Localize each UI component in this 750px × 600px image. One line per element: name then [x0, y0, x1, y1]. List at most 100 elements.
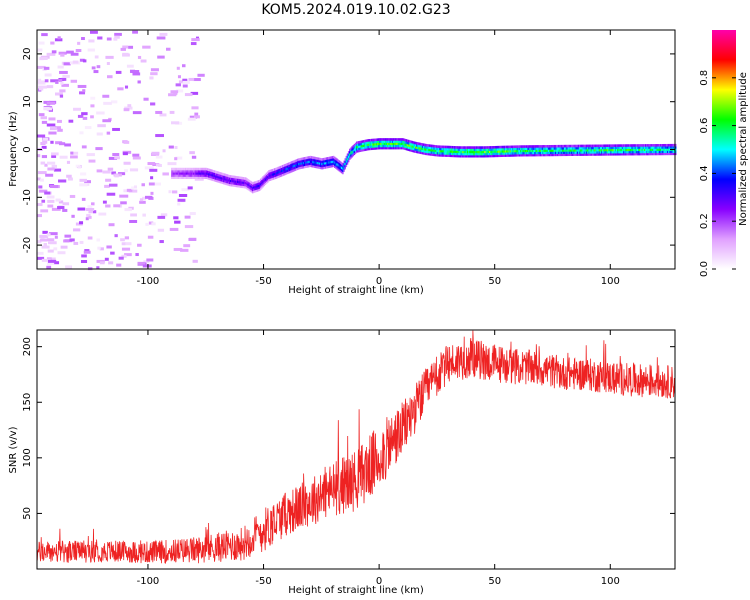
heatmap-cell	[597, 148, 600, 152]
heatmap-cell	[380, 144, 382, 148]
heatmap-cell	[404, 147, 407, 151]
heatmap-cell	[298, 162, 300, 166]
heatmap-cell	[103, 101, 112, 105]
heatmap-cell	[44, 191, 51, 195]
heatmap-cell	[577, 151, 580, 154]
heatmap-cell	[216, 173, 218, 176]
heatmap-cell	[213, 174, 216, 178]
heatmap-cell	[377, 142, 380, 146]
heatmap-cell	[277, 173, 279, 176]
heatmap-cell	[364, 139, 366, 143]
heatmap-cell	[438, 151, 440, 155]
heatmap-cell	[314, 158, 316, 162]
heatmap-cell	[197, 172, 200, 175]
heatmap-cell	[261, 179, 263, 183]
heatmap-cell	[308, 162, 311, 166]
heatmap-cell	[634, 146, 637, 149]
heatmap-cell	[218, 178, 220, 181]
heatmap-cell	[68, 119, 74, 123]
heatmap-cell	[188, 176, 190, 180]
heatmap-cell	[292, 164, 294, 168]
heatmap-cell	[560, 153, 563, 157]
heatmap-cell	[478, 152, 481, 156]
heatmap-cell	[619, 144, 622, 147]
heatmap-cell	[58, 179, 67, 183]
heatmap-cell	[581, 146, 583, 150]
x-tick-label: 50	[488, 576, 501, 587]
heatmap-cell	[132, 153, 140, 157]
heatmap-cell	[486, 148, 489, 151]
heatmap-cell	[472, 152, 475, 156]
heatmap-cell	[202, 172, 204, 175]
heatmap-cell	[507, 149, 509, 153]
heatmap-cell	[520, 147, 522, 151]
heatmap-cell	[448, 152, 450, 155]
heatmap-cell	[37, 256, 45, 260]
heatmap-cell	[157, 228, 165, 232]
heatmap-cell	[51, 50, 57, 54]
heatmap-cell	[575, 153, 578, 156]
heatmap-cell	[226, 180, 229, 184]
heatmap-cell	[499, 150, 501, 153]
heatmap-cell	[205, 172, 208, 175]
heatmap-cell	[538, 153, 541, 157]
heatmap-cell	[302, 161, 305, 165]
heatmap-cell	[484, 152, 486, 156]
heatmap-cell	[389, 140, 392, 143]
heatmap-cell	[208, 170, 210, 174]
heatmap-cell	[559, 153, 561, 157]
heatmap-cell	[338, 160, 341, 163]
heatmap-cell	[643, 150, 646, 154]
heatmap-cell	[199, 172, 202, 175]
heatmap-cell	[610, 144, 612, 147]
heatmap-cell	[671, 143, 674, 147]
heatmap-cell	[201, 172, 203, 175]
heatmap-cell	[384, 142, 387, 146]
heatmap-cell	[142, 45, 151, 49]
heatmap-cell	[634, 152, 637, 156]
heatmap-cell	[349, 155, 351, 158]
heatmap-cell	[264, 180, 267, 183]
heatmap-cell	[38, 185, 43, 189]
heatmap-cell	[428, 146, 431, 150]
heatmap-cell	[168, 145, 174, 149]
heatmap-cell	[649, 146, 652, 149]
heatmap-cell	[148, 221, 154, 225]
heatmap-cell	[95, 147, 103, 151]
x-tick-label: 100	[601, 576, 620, 587]
heatmap-cell	[631, 144, 633, 147]
heatmap-cell	[106, 37, 112, 41]
heatmap-cell	[628, 146, 631, 149]
heatmap-cell	[506, 152, 508, 155]
heatmap-cell	[663, 152, 665, 156]
heatmap-cell	[226, 174, 229, 177]
heatmap-cell	[614, 144, 617, 147]
heatmap-cell	[171, 167, 173, 171]
heatmap-cell	[250, 189, 253, 193]
heatmap-cell	[272, 172, 275, 176]
heatmap-cell	[121, 254, 127, 258]
heatmap-cell	[389, 144, 392, 148]
heatmap-cell	[342, 171, 344, 175]
heatmap-cell	[80, 172, 87, 176]
heatmap-cell	[514, 145, 516, 149]
heatmap-cell	[175, 83, 181, 87]
heatmap-cell	[471, 154, 474, 158]
heatmap-cell	[323, 164, 326, 167]
heatmap-cell	[518, 145, 521, 148]
heatmap-cell	[522, 149, 524, 153]
heatmap-cell	[379, 140, 381, 143]
heatmap-cell	[610, 152, 612, 156]
heatmap-cell	[442, 152, 445, 155]
heatmap-cell	[629, 144, 632, 147]
heatmap-cell	[493, 150, 496, 153]
heatmap-cell	[265, 174, 268, 178]
heatmap-cell	[598, 148, 601, 152]
heatmap-cell	[481, 152, 484, 156]
heatmap-cell	[463, 152, 465, 156]
heatmap-cell	[226, 178, 229, 182]
heatmap-cell	[557, 149, 559, 152]
heatmap-cell	[299, 162, 301, 165]
heatmap-cell	[532, 147, 535, 150]
